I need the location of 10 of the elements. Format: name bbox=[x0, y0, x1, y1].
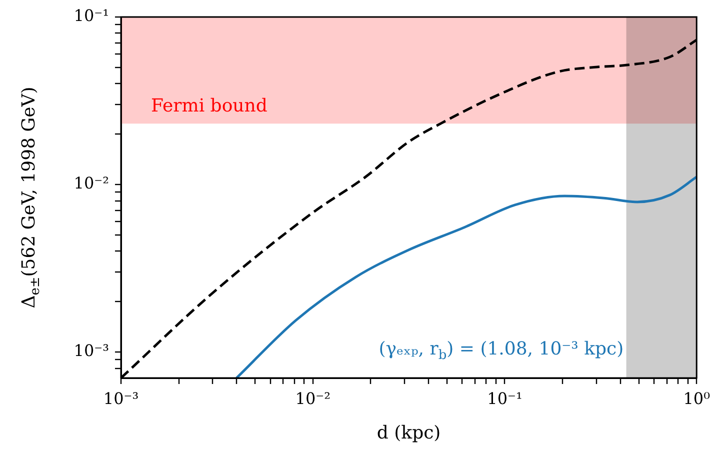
x-tick-label: 10⁻³ bbox=[103, 388, 139, 408]
y-tick-label: 10⁻³ bbox=[74, 341, 109, 360]
x-tick-label: 10⁻¹ bbox=[487, 388, 522, 408]
y-axis-title: Δe±(562 GeV, 1998 GeV) bbox=[18, 86, 43, 308]
x-tick-label: 10⁰ bbox=[683, 388, 710, 408]
y-tick-label: 10⁻¹ bbox=[74, 6, 109, 26]
x-tick-label: 10⁻² bbox=[295, 388, 330, 408]
y-tick-label: 10⁻² bbox=[74, 174, 109, 193]
band-label: Fermi bound bbox=[151, 95, 268, 116]
x-axis-title: d (kpc) bbox=[376, 422, 441, 444]
